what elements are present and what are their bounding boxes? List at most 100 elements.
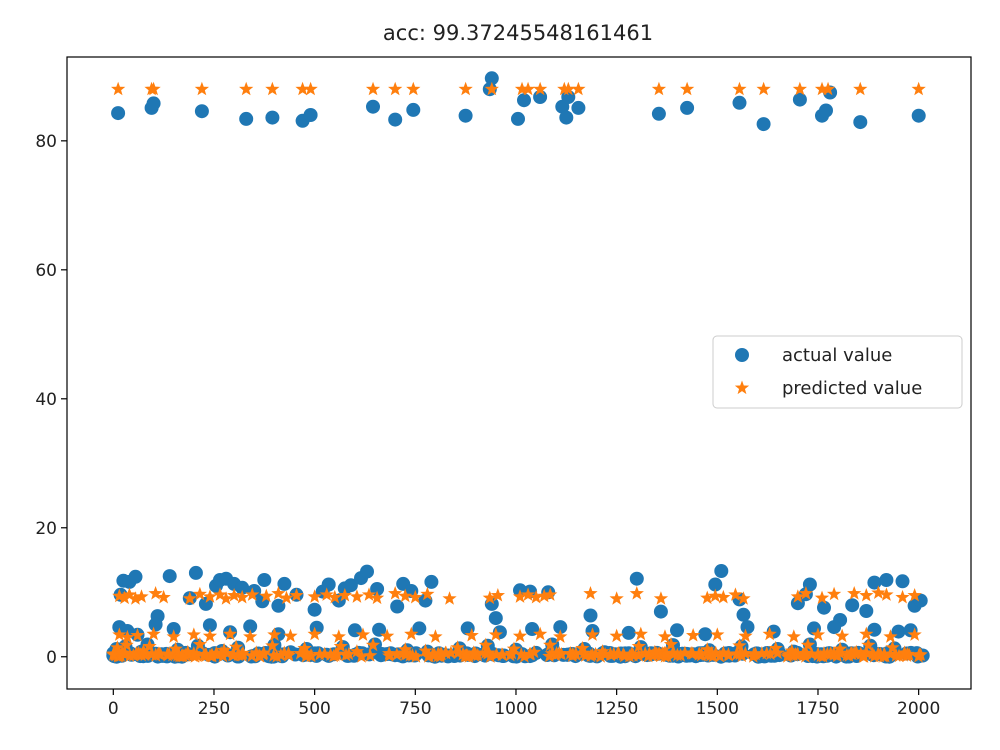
predicted-value-point xyxy=(494,647,510,661)
predicted-value-point xyxy=(537,588,552,603)
predicted-value-point xyxy=(543,587,558,601)
predicted-value-point xyxy=(327,589,342,604)
predicted-value-point xyxy=(298,649,314,663)
predicted-value-point xyxy=(677,645,693,660)
predicted-value-point xyxy=(716,589,731,604)
actual-value-point xyxy=(388,112,403,127)
predicted-value-point xyxy=(120,629,135,644)
predicted-value-point xyxy=(673,648,688,662)
predicted-value-point xyxy=(543,637,558,652)
actual-value-point xyxy=(366,99,380,114)
predicted-value-point xyxy=(835,628,850,643)
predicted-value-point xyxy=(204,647,220,661)
predicted-value-point xyxy=(595,644,610,658)
predicted-value-point xyxy=(349,644,365,658)
predicted-value-point xyxy=(705,648,721,663)
predicted-value-point xyxy=(330,646,345,661)
predicted-value-point xyxy=(406,81,421,96)
predicted-value-point xyxy=(146,81,161,96)
predicted-value-point xyxy=(112,588,127,603)
predicted-value-point xyxy=(514,81,530,96)
x-tick-label: 250 xyxy=(198,699,230,719)
predicted-value-point xyxy=(554,646,569,661)
legend-label-predicted-value: predicted value xyxy=(782,378,922,399)
predicted-value-point xyxy=(489,647,504,661)
predicted-value-point xyxy=(361,587,377,601)
actual-value-point xyxy=(680,100,695,115)
predicted-value-point xyxy=(657,629,673,643)
predicted-value-point xyxy=(166,629,181,643)
predicted-value-point xyxy=(222,626,238,641)
predicted-value-point xyxy=(665,645,681,660)
predicted-value-point xyxy=(226,647,241,662)
actual-value-point xyxy=(162,569,177,584)
legend: actual value predicted value xyxy=(712,335,963,409)
predicted-value-point xyxy=(281,646,296,660)
actual-value-point xyxy=(819,103,833,118)
predicted-value-point xyxy=(786,629,801,643)
predicted-value-point xyxy=(568,646,584,661)
actual-value-point xyxy=(458,108,473,123)
predicted-value-point xyxy=(879,587,894,601)
predicted-value-point xyxy=(849,644,864,659)
actual-value-point xyxy=(698,627,713,642)
predicted-value-point xyxy=(279,590,294,605)
predicted-value-point xyxy=(609,628,624,643)
actual-value-point xyxy=(653,604,668,619)
predicted-value-point xyxy=(119,637,134,652)
predicted-value-point xyxy=(180,644,195,659)
predicted-value-point xyxy=(679,81,695,96)
predicted-value-point xyxy=(115,645,130,659)
actual-value-point xyxy=(390,599,405,614)
predicted-value-point xyxy=(609,591,624,605)
predicted-value-point xyxy=(202,589,218,603)
x-tick-label: 750 xyxy=(399,699,431,719)
predicted-value-point xyxy=(428,629,443,643)
predicted-value-point xyxy=(156,589,171,604)
predicted-value-point xyxy=(283,628,298,643)
predicted-value-point xyxy=(814,590,830,605)
predicted-value-point xyxy=(389,647,404,661)
predicted-value-point xyxy=(331,629,346,643)
chart-title: acc: 99.37245548161461 xyxy=(383,21,653,45)
predicted-value-point xyxy=(478,637,493,652)
actual-value-point xyxy=(271,598,286,613)
predicted-value-point xyxy=(651,81,667,96)
predicted-value-point xyxy=(182,591,197,605)
predicted-value-point xyxy=(443,645,459,660)
predicted-value-point xyxy=(117,590,132,605)
actual-value-point xyxy=(736,607,751,622)
actual-value-point xyxy=(307,602,322,617)
predicted-value-point xyxy=(404,626,419,641)
predicted-value-point xyxy=(142,638,157,653)
predicted-value-point xyxy=(269,649,284,663)
predicted-value-point xyxy=(289,587,304,602)
predicted-value-point xyxy=(388,81,403,96)
predicted-value-point xyxy=(871,585,886,599)
predicted-value-point xyxy=(464,627,479,642)
predicted-value-point xyxy=(907,627,922,641)
predicted-value-point xyxy=(626,648,641,662)
predicted-value-point xyxy=(897,645,912,659)
actual-value-point xyxy=(484,71,499,86)
predicted-value-point xyxy=(228,639,244,654)
predicted-value-point xyxy=(520,587,536,601)
x-tick-label: 1500 xyxy=(696,699,739,719)
predicted-value-point xyxy=(134,589,149,603)
predicted-value-point xyxy=(588,646,603,661)
predicted-value-point xyxy=(192,586,208,601)
legend-marker-predicted-value xyxy=(734,380,750,395)
predicted-value-point xyxy=(708,588,723,603)
predicted-value-point xyxy=(369,590,385,605)
predicted-value-point xyxy=(379,628,395,643)
predicted-value-point xyxy=(126,647,141,662)
actual-value-point xyxy=(859,604,874,618)
predicted-value-point xyxy=(152,646,167,661)
predicted-value-point xyxy=(728,587,743,601)
predicted-value-point xyxy=(631,648,646,662)
predicted-value-point xyxy=(883,646,898,661)
predicted-value-point xyxy=(633,626,648,641)
predicted-value-point xyxy=(795,647,811,661)
predicted-value-point xyxy=(259,588,274,603)
